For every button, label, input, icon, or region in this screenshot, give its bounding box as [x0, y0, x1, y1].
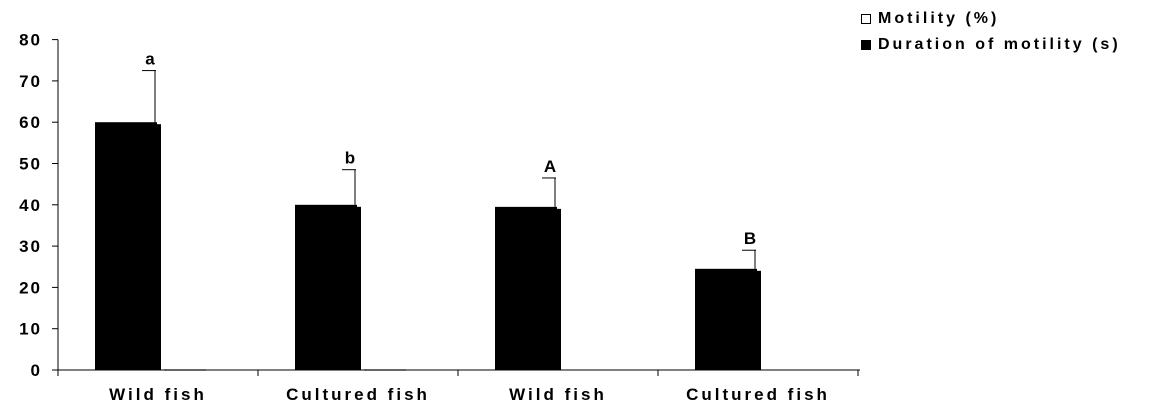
y-tick-label: 60 [19, 113, 42, 132]
legend-swatch-duration [861, 40, 871, 50]
y-tick-label: 20 [19, 278, 42, 297]
legend-item-duration: Duration of motility (s) [861, 32, 1121, 58]
significance-label: b [345, 149, 355, 168]
legend-label-motility: Motility (%) [878, 10, 1000, 27]
x-axis: Wild fish Cultured fish Wild fish Cultured … [57, 369, 860, 404]
bar-motility [164, 369, 206, 371]
x-category-label: Cultured fish [286, 385, 430, 404]
y-tick-label: 50 [19, 155, 42, 174]
significance-label: a [145, 50, 155, 69]
y-tick-label: 30 [19, 237, 42, 256]
bar-duration [295, 204, 357, 370]
bars-group [95, 70, 761, 371]
bar-duration [95, 122, 157, 370]
bar-duration [695, 268, 757, 370]
y-tick-label: 40 [19, 196, 42, 215]
y-tick-label: 10 [19, 320, 42, 339]
legend-label-duration: Duration of motility (s) [878, 36, 1121, 53]
bar-duration-shadow [357, 206, 361, 370]
y-tick-label: 70 [19, 72, 42, 91]
x-category-label: Wild fish [109, 385, 207, 404]
legend: Motility (%) Duration of motility (s) [861, 6, 1121, 58]
x-category-label: Wild fish [509, 385, 607, 404]
bar-duration [495, 206, 557, 370]
bar-duration-shadow [157, 124, 161, 370]
y-tick-label: 80 [19, 31, 42, 50]
bar-motility [364, 369, 406, 371]
legend-item-motility: Motility (%) [861, 6, 1121, 32]
legend-swatch-motility [861, 14, 871, 24]
bar-duration-shadow [757, 270, 761, 370]
bar-duration-shadow [557, 208, 561, 370]
significance-label: B [744, 229, 756, 248]
y-tick-label: 0 [31, 361, 42, 380]
significance-label: A [544, 157, 556, 176]
x-category-label: Cultured fish [686, 385, 830, 404]
significance-labels: a b A B [145, 50, 756, 249]
y-axis: 0 10 20 30 40 50 60 70 80 [19, 31, 59, 380]
